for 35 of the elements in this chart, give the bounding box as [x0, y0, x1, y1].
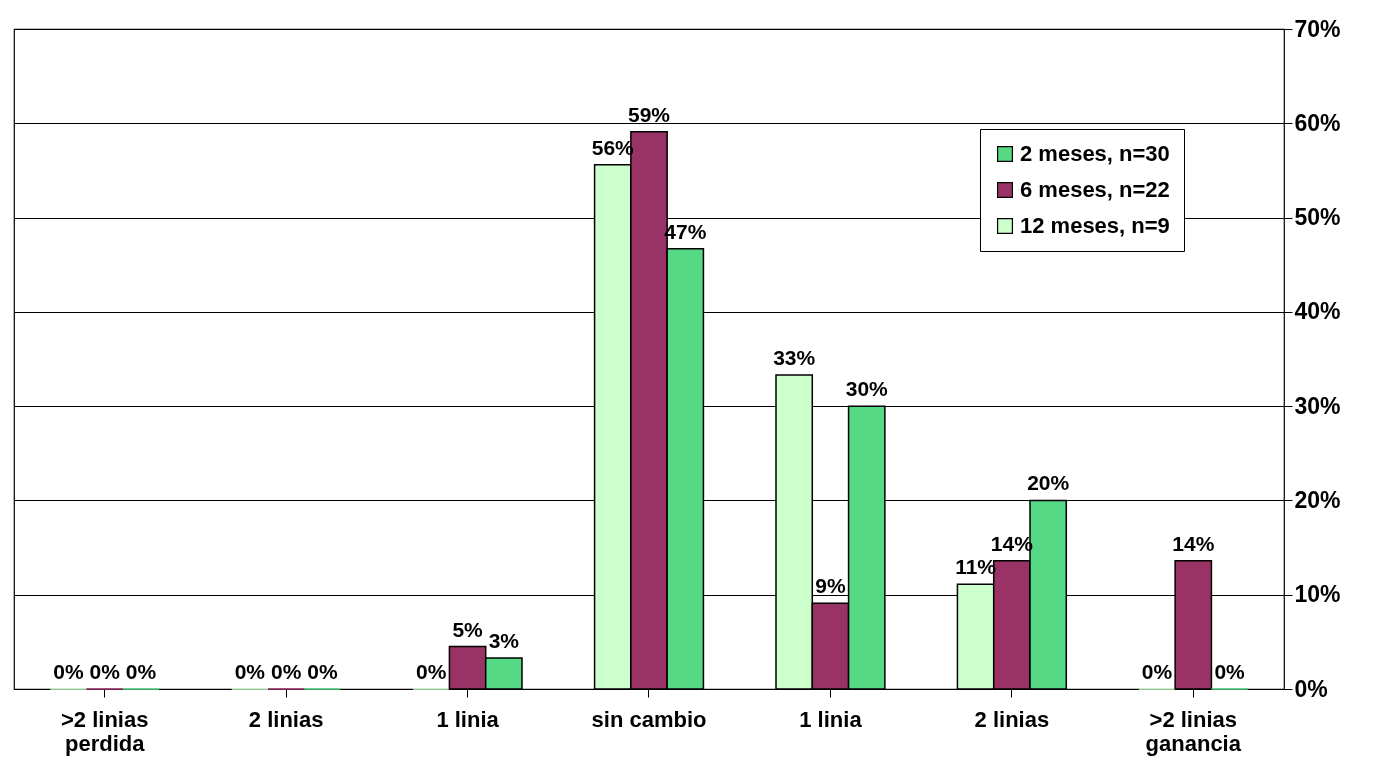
y-tick-label: 50%: [1294, 204, 1341, 231]
data-label: 14%: [1172, 531, 1215, 555]
y-tick-label: 20%: [1294, 486, 1341, 513]
x-tick-label: 2 linias: [248, 706, 324, 732]
data-label: 5%: [452, 617, 484, 641]
legend-label: 6 meses, n=22: [1020, 177, 1170, 202]
y-tick-label: 10%: [1294, 581, 1341, 608]
legend-label: 2 meses, n=30: [1020, 141, 1170, 166]
x-tick-label: >2 linias perdida: [60, 706, 149, 756]
y-tick-label: 60%: [1294, 109, 1341, 136]
x-tick-label: 1 linia: [436, 706, 500, 732]
data-label: 20%: [1027, 471, 1070, 495]
data-label: 3%: [488, 628, 520, 652]
data-label: 33%: [773, 346, 816, 370]
y-tick-label: 0%: [1294, 675, 1328, 702]
data-label: 0%: [416, 660, 447, 683]
data-label: 0%: [270, 660, 302, 683]
data-label: 0%: [234, 660, 266, 683]
data-label: 0%: [1141, 660, 1173, 683]
legend-label: 12 meses, n=9: [1020, 213, 1170, 238]
data-label: 0%: [1214, 660, 1246, 683]
data-label: 0%: [307, 660, 338, 683]
data-label: 9%: [815, 574, 846, 598]
data-label: 30%: [845, 377, 889, 401]
data-label: 0%: [125, 660, 157, 683]
x-tick-label: 1 linia: [799, 706, 863, 732]
data-label: 59%: [627, 102, 671, 126]
y-tick-label: 40%: [1294, 298, 1341, 325]
x-tick-label: >2 linias ganancia: [1145, 706, 1242, 756]
x-tick-label: sin cambio: [591, 706, 707, 732]
y-tick-label: 30%: [1294, 392, 1341, 419]
data-label: 0%: [53, 660, 84, 683]
y-tick-label: 70%: [1294, 15, 1341, 42]
data-label: 0%: [89, 660, 121, 683]
x-tick-label: 2 linias: [974, 706, 1050, 732]
